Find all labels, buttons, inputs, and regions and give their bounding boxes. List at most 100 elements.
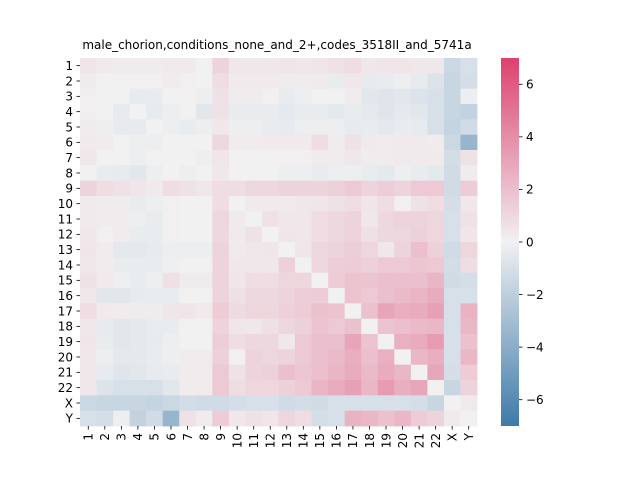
heatmap-cell bbox=[96, 104, 114, 120]
heatmap-cell bbox=[129, 196, 147, 212]
heatmap-cell bbox=[427, 211, 445, 228]
heatmap-cell bbox=[344, 395, 362, 412]
heatmap-cell bbox=[80, 288, 97, 304]
colorbar-tick-label: 4 bbox=[526, 130, 534, 144]
heatmap-cell bbox=[410, 119, 428, 136]
heatmap-cell bbox=[278, 119, 296, 136]
heatmap-cell bbox=[295, 272, 312, 289]
heatmap-cell bbox=[228, 134, 246, 151]
heatmap-cell bbox=[228, 211, 246, 228]
heatmap-cell bbox=[311, 303, 329, 320]
heatmap-cell bbox=[377, 119, 395, 136]
heatmap-cell bbox=[328, 410, 346, 427]
x-tick-label: 6 bbox=[164, 433, 178, 441]
heatmap-cell bbox=[162, 150, 180, 166]
heatmap-cell bbox=[162, 104, 180, 120]
heatmap-cell bbox=[361, 318, 379, 335]
heatmap-cell bbox=[96, 180, 114, 197]
heatmap-cell bbox=[344, 349, 362, 366]
heatmap-cell bbox=[311, 410, 329, 427]
heatmap-cell bbox=[245, 196, 263, 212]
heatmap-cell bbox=[96, 211, 114, 228]
heatmap-cell bbox=[96, 364, 114, 381]
heatmap-cell bbox=[394, 150, 412, 166]
heatmap-cell bbox=[344, 119, 362, 136]
heatmap-cell bbox=[212, 395, 230, 412]
heatmap-cell bbox=[261, 257, 279, 274]
heatmap-cell bbox=[443, 165, 461, 182]
heatmap-cell bbox=[443, 395, 461, 412]
heatmap-cell bbox=[146, 180, 164, 197]
heatmap-cell bbox=[129, 334, 147, 350]
heatmap-cell bbox=[162, 134, 180, 151]
x-tick-label: 3 bbox=[115, 433, 129, 441]
heatmap-cell bbox=[460, 364, 478, 381]
heatmap-cell bbox=[96, 150, 114, 166]
heatmap-cell bbox=[146, 410, 164, 427]
y-tick-label: Y bbox=[65, 412, 74, 426]
heatmap-cell bbox=[295, 180, 312, 197]
heatmap-cell bbox=[245, 180, 263, 197]
heatmap-cell bbox=[195, 180, 213, 197]
heatmap-cell bbox=[394, 196, 412, 212]
heatmap-cell bbox=[427, 134, 445, 151]
heatmap-cell bbox=[328, 58, 346, 74]
heatmap-cell bbox=[261, 119, 279, 136]
heatmap-cell bbox=[361, 196, 379, 212]
heatmap-cell bbox=[212, 349, 230, 366]
heatmap-cell bbox=[394, 395, 412, 412]
heatmap-cell bbox=[394, 380, 412, 396]
heatmap-cell bbox=[278, 58, 296, 74]
heatmap-cell bbox=[228, 242, 246, 258]
x-tick-label: 10 bbox=[230, 433, 244, 448]
heatmap-cell bbox=[394, 134, 412, 151]
heatmap-cell bbox=[377, 104, 395, 120]
x-tick-label: 14 bbox=[297, 433, 311, 448]
heatmap-cell bbox=[113, 119, 131, 136]
y-tick-label: 12 bbox=[58, 228, 73, 242]
heatmap-cell bbox=[394, 226, 412, 243]
heatmap-cell bbox=[96, 288, 114, 304]
y-tick-label: 5 bbox=[65, 120, 73, 134]
heatmap-cell bbox=[162, 410, 180, 427]
heatmap-cell bbox=[311, 349, 329, 366]
heatmap-cell bbox=[113, 226, 131, 243]
heatmap-cell bbox=[228, 104, 246, 120]
heatmap-cell bbox=[195, 410, 213, 427]
heatmap-cell bbox=[460, 134, 478, 151]
heatmap-cell bbox=[394, 104, 412, 120]
x-tick-label: 17 bbox=[346, 433, 360, 448]
heatmap-cell bbox=[427, 288, 445, 304]
colorbar-gradient bbox=[501, 58, 519, 426]
heatmap-cell bbox=[377, 349, 395, 366]
heatmap-cell bbox=[245, 58, 263, 74]
heatmap-cell bbox=[195, 226, 213, 243]
heatmap-cell bbox=[212, 272, 230, 289]
heatmap-cell bbox=[443, 272, 461, 289]
heatmap-cell bbox=[344, 88, 362, 105]
heatmap-cell bbox=[245, 119, 263, 136]
heatmap-cell bbox=[129, 119, 147, 136]
heatmap-cell bbox=[146, 150, 164, 166]
heatmap-cell bbox=[410, 288, 428, 304]
heatmap-cell bbox=[245, 272, 263, 289]
heatmap-cell bbox=[460, 211, 478, 228]
heatmap-cell bbox=[361, 150, 379, 166]
heatmap-cell bbox=[328, 226, 346, 243]
heatmap-cell bbox=[129, 104, 147, 120]
heatmap-cell bbox=[377, 180, 395, 197]
heatmap-cell bbox=[460, 349, 478, 366]
heatmap-cell bbox=[460, 196, 478, 212]
heatmap-cell bbox=[195, 349, 213, 366]
heatmap-cell bbox=[80, 410, 97, 427]
heatmap-cell bbox=[195, 196, 213, 212]
heatmap-cell bbox=[361, 303, 379, 320]
heatmap-cell bbox=[212, 150, 230, 166]
heatmap-cell bbox=[80, 134, 97, 151]
heatmap-cell bbox=[311, 134, 329, 151]
heatmap-cell bbox=[311, 318, 329, 335]
heatmap-cell bbox=[129, 242, 147, 258]
heatmap-cell bbox=[344, 58, 362, 74]
heatmap-cell bbox=[261, 380, 279, 396]
heatmap-cell bbox=[328, 334, 346, 350]
